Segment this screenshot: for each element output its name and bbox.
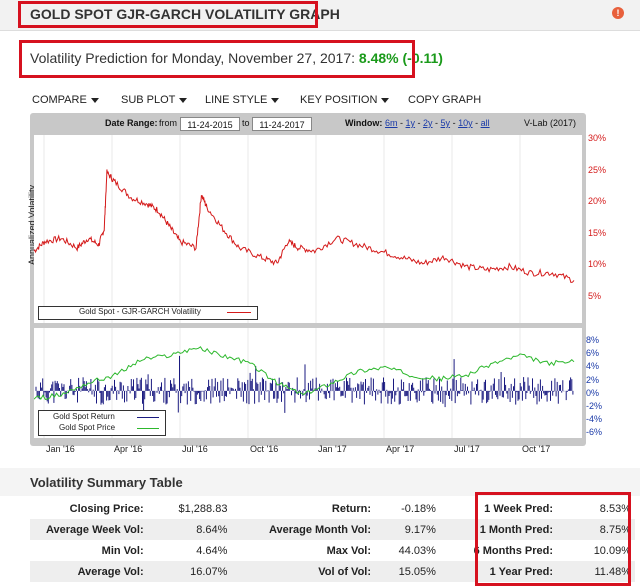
summary-header-bar (0, 468, 640, 496)
return-price-legend: Gold Spot Return Gold Spot Price (38, 410, 166, 436)
title-highlight-box (18, 1, 318, 28)
y-tick-label: 6% (586, 348, 600, 359)
y-tick-label: 20% (588, 196, 607, 206)
summary-value: 11.48% (594, 565, 632, 578)
y-tick-label: 4% (586, 361, 600, 372)
y-tick-label: 30% (588, 133, 607, 143)
x-axis-ticks: Jan '16 Apr '16 Jul '16 Oct '16 Jan '17 Apr '… (34, 444, 582, 456)
legend-volatility-swatch (227, 312, 251, 313)
volatility-legend: Gold Spot - GJR-GARCH Volatility (38, 306, 258, 320)
predictions-highlight-box (475, 492, 631, 586)
volatility-line (34, 169, 575, 283)
legend-return-label: Gold Spot Return (53, 412, 115, 421)
legend-price-swatch (137, 428, 159, 429)
y-tick-label: 5% (588, 290, 602, 301)
legend-volatility-label: Gold Spot - GJR-GARCH Volatility (79, 307, 201, 316)
summary-label: Average Vol: (77, 565, 144, 578)
volatility-plot (34, 135, 582, 323)
menu-copy-graph[interactable]: COPY GRAPH (408, 94, 482, 106)
legend-price-label: Gold Spot Price (59, 423, 116, 432)
table-row: Min Vol: 4.64% Max Vol: 44.03% 6 Months Pred… (30, 540, 635, 561)
page-title: GOLD SPOT GJR-GARCH VOLATILITY GRAPH (30, 6, 340, 22)
menu-compare[interactable]: COMPARE (32, 94, 99, 106)
summary-title: Volatility Summary Table (30, 475, 183, 490)
x-tick-label: Jul '17 (454, 444, 480, 454)
from-label: from (159, 118, 177, 128)
y-tick-label: -4% (586, 414, 603, 425)
summary-value: $1,288.83 (178, 502, 228, 515)
y-tick-label: 25% (588, 164, 607, 175)
x-tick-label: Apr '17 (386, 444, 415, 454)
from-date-input[interactable]: 11-24-2015 (180, 117, 240, 131)
summary-value: 4.64% (196, 544, 228, 557)
summary-value: 16.07% (190, 565, 228, 578)
window-links: 6m - 1y - 2y - 5y - 10y - all (385, 118, 490, 128)
window-6m[interactable]: 6m (385, 118, 398, 128)
summary-label: Average Week Vol: (46, 523, 144, 536)
x-tick-label: Apr '16 (114, 444, 143, 454)
summary-label: Return: (331, 502, 372, 515)
return-price-plot (34, 328, 582, 438)
summary-label: Closing Price: (69, 502, 144, 515)
to-label: to (242, 118, 250, 128)
info-icon[interactable]: ! (612, 7, 624, 19)
summary-table: Closing Price: $1,288.83 Return: -0.18% 1 We… (30, 498, 635, 582)
summary-value: 15.05% (398, 565, 436, 578)
x-tick-label: Jan '16 (46, 444, 75, 454)
chevron-down-icon (271, 97, 280, 103)
summary-value: 8.75% (599, 523, 631, 536)
y-tick-label: 8% (586, 335, 600, 345)
prediction-text: Volatility Prediction for Monday, Novemb… (30, 50, 356, 66)
summary-value: 8.64% (196, 523, 228, 536)
table-row: Average Vol: 16.07% Vol of Vol: 15.05% 1 Yea… (30, 561, 635, 582)
menu-sub-plot[interactable]: SUB PLOT (121, 94, 188, 106)
summary-label: 1 Month Pred: (479, 523, 554, 536)
table-row: Closing Price: $1,288.83 Return: -0.18% 1 We… (30, 498, 635, 519)
price-line (34, 346, 575, 401)
summary-label: Average Month Vol: (268, 523, 372, 536)
summary-value: 44.03% (398, 544, 436, 557)
window-5y[interactable]: 5y (440, 118, 451, 128)
date-range-label: Date Range: (105, 118, 158, 128)
return-bars (35, 355, 574, 423)
x-tick-label: Jan '17 (318, 444, 347, 454)
x-tick-label: Jul '16 (182, 444, 208, 454)
summary-value: 10.09% (593, 544, 631, 557)
menu-key-position[interactable]: KEY POSITION (300, 94, 390, 106)
legend-return-swatch (137, 417, 159, 418)
source-label: V-Lab (2017) (524, 118, 577, 128)
chevron-down-icon (90, 97, 99, 103)
window-1y[interactable]: 1y (405, 118, 416, 128)
window-10y[interactable]: 10y (458, 118, 473, 128)
y-tick-label: -6% (586, 427, 603, 438)
summary-label: Min Vol: (101, 544, 144, 557)
summary-label: Vol of Vol: (318, 565, 372, 578)
y-tick-label: 15% (588, 227, 607, 238)
summary-value: 8.53% (599, 502, 631, 515)
summary-label: Max Vol: (326, 544, 372, 557)
y-tick-label: 2% (586, 374, 600, 385)
window-all[interactable]: all (480, 118, 490, 128)
summary-value: -0.18% (401, 502, 436, 515)
window-2y[interactable]: 2y (423, 118, 433, 128)
summary-label: 1 Week Pred: (484, 502, 554, 515)
x-tick-label: Oct '17 (522, 444, 551, 454)
prediction-line: Volatility Prediction for Monday, Novemb… (30, 50, 443, 66)
table-row: Average Week Vol: 8.64% Average Month Vol:… (30, 519, 635, 540)
chart-controls: Date Range: from 11-24-2015 to 11-24-201… (30, 114, 586, 134)
summary-value: 9.17% (404, 523, 436, 536)
y-tick-label: 10% (588, 259, 607, 269)
chevron-down-icon (381, 97, 390, 103)
y-tick-label: 0% (586, 387, 600, 398)
summary-label: 1 Year Pred: (489, 565, 554, 578)
chevron-down-icon (179, 97, 188, 103)
to-date-input[interactable]: 11-24-2017 (252, 117, 312, 131)
prediction-value: 8.48% (-0.11) (358, 50, 443, 66)
summary-label: 6 Months Pred: (473, 544, 554, 557)
window-label: Window: (345, 118, 383, 128)
prediction-highlight-box (19, 40, 415, 78)
x-tick-label: Oct '16 (250, 444, 279, 454)
menu-line-style[interactable]: LINE STYLE (205, 94, 280, 106)
y-tick-label: -2% (586, 401, 603, 411)
